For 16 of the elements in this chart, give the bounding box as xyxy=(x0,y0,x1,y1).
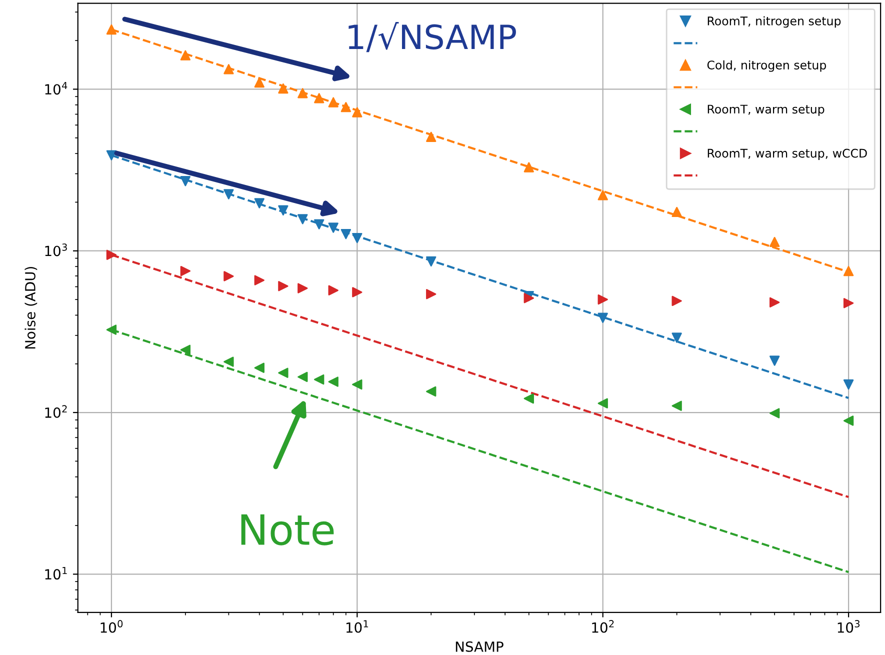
legend-label: RoomT, warm setup, wCCD xyxy=(708,148,867,160)
x-tick-label: 10$^{2}$ xyxy=(592,620,614,633)
x-axis-title: NSAMP xyxy=(456,641,504,652)
y-tick-label: 10$^{4}$ xyxy=(45,82,68,95)
x-tick-label: 10$^{3}$ xyxy=(838,620,860,633)
y-tick-label: 10$^{2}$ xyxy=(45,405,67,418)
y-axis-title: Noise (ADU) xyxy=(24,266,38,349)
x-tick-label: 10$^{1}$ xyxy=(346,620,368,633)
x-tick-label: 10$^{0}$ xyxy=(100,620,123,633)
annotation: Note xyxy=(241,514,334,546)
legend-label: Cold, nitrogen setup xyxy=(707,60,826,72)
legend-label: RoomT, nitrogen setup xyxy=(708,16,841,28)
y-tick-label: 10$^{1}$ xyxy=(45,566,67,580)
y-tick-label: 10$^{3}$ xyxy=(45,243,67,256)
legend-label: RoomT, warm setup xyxy=(708,104,824,116)
annotation: 1/√NSAMP xyxy=(348,22,516,52)
